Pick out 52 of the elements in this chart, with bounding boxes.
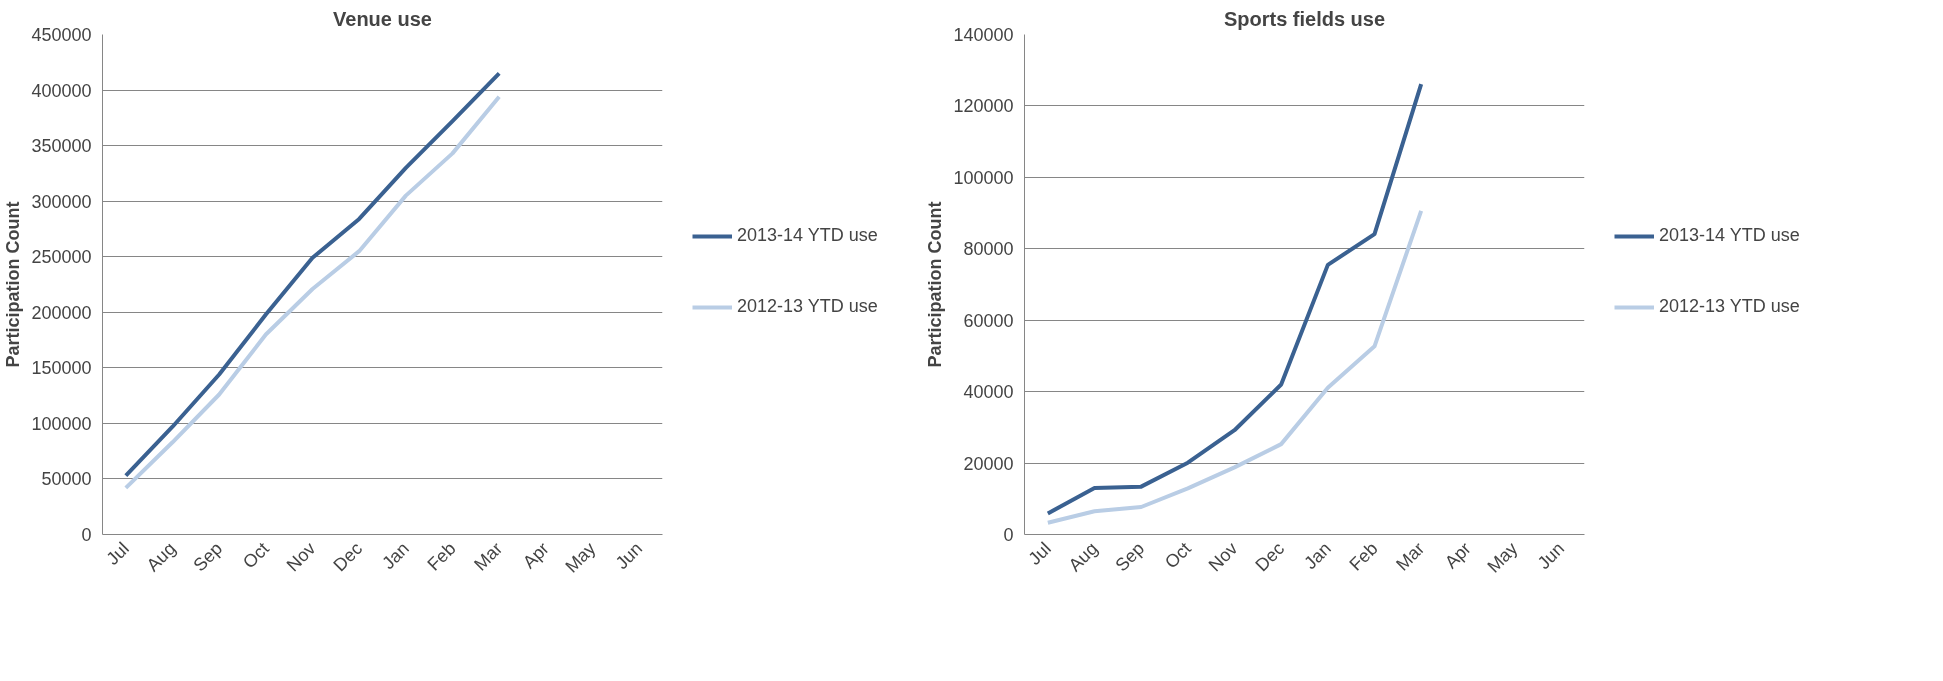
x-tick-label: Apr — [518, 538, 553, 573]
y-tick-label: 200000 — [31, 302, 92, 323]
x-tick-label: Jun — [611, 538, 647, 574]
legend-label: 2012-13 YTD use — [737, 296, 878, 317]
y-tick-label: 120000 — [953, 96, 1014, 117]
y-tick-label: 50000 — [41, 469, 92, 490]
x-tick-label: Feb — [1345, 538, 1382, 575]
x-tick-label: Apr — [1440, 538, 1475, 573]
x-tick-label: Feb — [423, 538, 460, 575]
x-tick-label: Mar — [470, 538, 507, 575]
y-tick-label: 350000 — [31, 136, 92, 157]
legend-label: 2013-14 YTD use — [1659, 225, 1800, 246]
y-tick-label: 20000 — [963, 453, 1014, 474]
x-tick-label: Dec — [1251, 538, 1289, 576]
y-tick-label: 300000 — [31, 191, 92, 212]
x-tick-label: Nov — [1204, 538, 1242, 576]
legend-label: 2012-13 YTD use — [1659, 296, 1800, 317]
x-tick-label: Jan — [1300, 538, 1335, 574]
y-tick-label: 250000 — [31, 247, 92, 268]
y-tick-label: 140000 — [953, 25, 1014, 45]
line-series — [1045, 82, 1424, 516]
x-tick-label: Sep — [1111, 538, 1149, 576]
y-tick-label: 100000 — [953, 167, 1014, 188]
y-tick-label: 40000 — [963, 382, 1014, 403]
x-tick-label: Nov — [282, 538, 320, 576]
y-tick-label: 450000 — [31, 25, 92, 45]
y-tick-label: 80000 — [963, 239, 1014, 260]
legend-label: 2013-14 YTD use — [737, 225, 878, 246]
x-tick-label: Jun — [1533, 538, 1569, 574]
y-tick-label: 60000 — [963, 310, 1014, 331]
x-tick-label: Dec — [329, 538, 367, 576]
y-tick-label: 0 — [1003, 525, 1014, 545]
y-axis-title: Participation Count — [3, 201, 24, 368]
x-tick-label: Oct — [1160, 538, 1195, 573]
chart-title: Sports fields use — [1223, 7, 1386, 30]
x-tick-label: Oct — [238, 538, 273, 573]
x-tick-label: May — [561, 538, 600, 577]
y-tick-label: 0 — [81, 525, 92, 545]
x-tick-label: Jul — [1024, 538, 1055, 569]
x-tick-label: Sep — [189, 538, 227, 576]
x-tick-label: Aug — [142, 538, 180, 576]
y-tick-label: 400000 — [31, 80, 92, 101]
y-tick-label: 100000 — [31, 413, 92, 434]
x-tick-label: Jul — [102, 538, 133, 569]
y-tick-label: 150000 — [31, 358, 92, 379]
x-tick-label: Aug — [1064, 538, 1102, 576]
x-tick-label: May — [1483, 538, 1522, 577]
x-tick-label: Mar — [1392, 538, 1429, 575]
y-axis-title: Participation Count — [925, 201, 946, 368]
line-series — [1045, 208, 1424, 525]
chart-title: Venue use — [333, 7, 432, 30]
x-tick-label: Jan — [378, 538, 413, 574]
